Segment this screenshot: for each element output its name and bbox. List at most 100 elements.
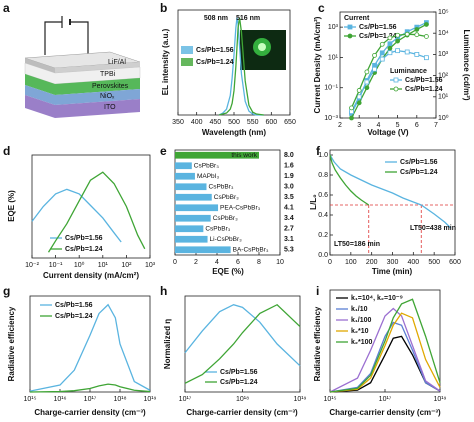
- x-tick-label: 10⁻²: [25, 262, 39, 269]
- x-tick-label: 400: [191, 119, 203, 126]
- x-axis-label: Voltage (V): [367, 128, 409, 137]
- bar: [175, 193, 212, 201]
- y2-axis-label: Luminance (cd/m²): [462, 29, 471, 100]
- x-tick-label: 2: [338, 122, 342, 129]
- y2-tick-label: 10¹: [438, 94, 449, 101]
- marker: [423, 34, 429, 39]
- value-label: 1.6: [284, 163, 294, 170]
- legend-label: Cs/Pb=1.56: [359, 24, 397, 31]
- annotation: LT50=186 min: [334, 241, 380, 248]
- legend-label: Cs/Pb=1.56: [196, 47, 234, 54]
- y2-tick-label: 10³: [438, 51, 449, 58]
- x-tick-label: 2: [194, 259, 198, 266]
- series-line: [350, 23, 427, 119]
- panel-label: f: [316, 144, 321, 158]
- legend-label: Cs/Pb=1.56: [405, 77, 443, 84]
- marker: [364, 79, 370, 85]
- x-tick-label: 10¹⁷: [379, 396, 392, 403]
- x-axis-label: Time (min): [372, 267, 413, 276]
- panel-label: h: [160, 284, 167, 298]
- annotation: 508 nm: [204, 15, 228, 22]
- marker: [423, 22, 429, 27]
- y-tick-label: 0.2: [318, 232, 328, 239]
- bar: [175, 235, 208, 243]
- panel-label: g: [3, 284, 10, 298]
- bar-label: PEA-CsPbBr₃: [220, 204, 261, 211]
- x-tick-label: 550: [247, 119, 259, 126]
- x-tick-label: 10: [276, 259, 284, 266]
- y-axis-label: L/L₀: [309, 194, 318, 210]
- x-tick-label: 0: [173, 259, 177, 266]
- series-line: [31, 188, 122, 243]
- y-tick-label: 0.0: [318, 252, 328, 259]
- value-label: 3.4: [284, 215, 294, 222]
- x-tick-label: 6: [415, 122, 419, 129]
- x-tick-label: 500: [428, 259, 440, 266]
- value-label: 2.7: [284, 226, 294, 233]
- x-tick-label: 100: [345, 259, 357, 266]
- y-tick-label: 10⁻³: [324, 115, 338, 122]
- marker: [349, 105, 354, 111]
- value-label: 1.9: [284, 173, 294, 180]
- series-line: [47, 171, 146, 253]
- marker: [349, 115, 354, 121]
- y-axis-label: Radiative efficiency: [7, 306, 16, 381]
- layer-label: Perovskites: [92, 83, 129, 90]
- marker: [404, 49, 410, 55]
- photo-glow: [258, 43, 266, 51]
- value-label: 8.0: [284, 152, 294, 159]
- panel-label: a: [3, 1, 10, 15]
- y-axis-label: EQE (%): [7, 190, 16, 222]
- x-tick-label: 4: [376, 122, 380, 129]
- bar: [175, 183, 207, 191]
- x-tick-label: 10¹⁵: [323, 396, 336, 403]
- marker: [414, 52, 420, 57]
- layer: [25, 74, 140, 95]
- x-tick-label: 200: [366, 259, 378, 266]
- x-axis-label: EQE (%): [212, 267, 244, 276]
- bar-label: CsPbBr₃: [209, 183, 234, 190]
- x-axis-label: Charge-carrier density (cm⁻³): [34, 408, 146, 417]
- annotation: Current: [344, 15, 370, 22]
- x-tick-label: 10⁻¹: [49, 262, 63, 269]
- legend-marker: [393, 77, 399, 83]
- bar-label: Li-CsPbBr₃: [210, 236, 243, 243]
- series-line: [350, 50, 427, 112]
- marker: [356, 88, 362, 93]
- y-axis-label: Current Density (mA/cm²): [313, 16, 322, 113]
- value-label: 5.3: [284, 247, 294, 254]
- panel-label: d: [3, 144, 10, 158]
- x-tick-label: 4: [215, 259, 219, 266]
- value-label: 3.0: [284, 184, 294, 191]
- x-tick-label: 10¹⁷: [84, 396, 97, 403]
- x-tick-label: 450: [209, 119, 221, 126]
- bar: [175, 246, 231, 254]
- marker: [379, 41, 385, 47]
- y-axis-label: EL intensity (a.u.): [161, 28, 170, 95]
- y2-tick-label: 10⁵: [438, 9, 449, 16]
- device-diagram: a LiF/Al TPBi Perovskites NiOₓ ITO: [3, 1, 141, 118]
- legend-label: k₁=10⁴, k₂=10⁻⁹: [351, 295, 403, 302]
- x-tick-label: 500: [228, 119, 240, 126]
- x-tick-label: 10¹⁸: [236, 396, 249, 403]
- series-line: [329, 154, 370, 206]
- marker: [387, 35, 393, 41]
- series-line: [329, 321, 441, 393]
- legend-label: Cs/Pb=1.24: [400, 169, 438, 176]
- marker: [372, 52, 377, 58]
- series-line: [184, 304, 301, 367]
- marker: [414, 32, 420, 38]
- series-line: [329, 307, 441, 393]
- marker: [387, 41, 393, 47]
- layer-label: NiOₓ: [100, 93, 115, 100]
- series-line: [329, 298, 441, 393]
- marker: [379, 50, 385, 56]
- bar-label: MAPbI₃: [197, 173, 220, 180]
- marker: [387, 50, 393, 56]
- marker: [395, 48, 401, 54]
- legend-label: Cs/Pb=1.56: [65, 235, 103, 242]
- x-tick-label: 10²: [121, 262, 132, 269]
- x-axis-label: Current density (mA/cm²): [43, 271, 139, 280]
- x-tick-label: 400: [407, 259, 419, 266]
- x-tick-label: 5: [396, 122, 400, 129]
